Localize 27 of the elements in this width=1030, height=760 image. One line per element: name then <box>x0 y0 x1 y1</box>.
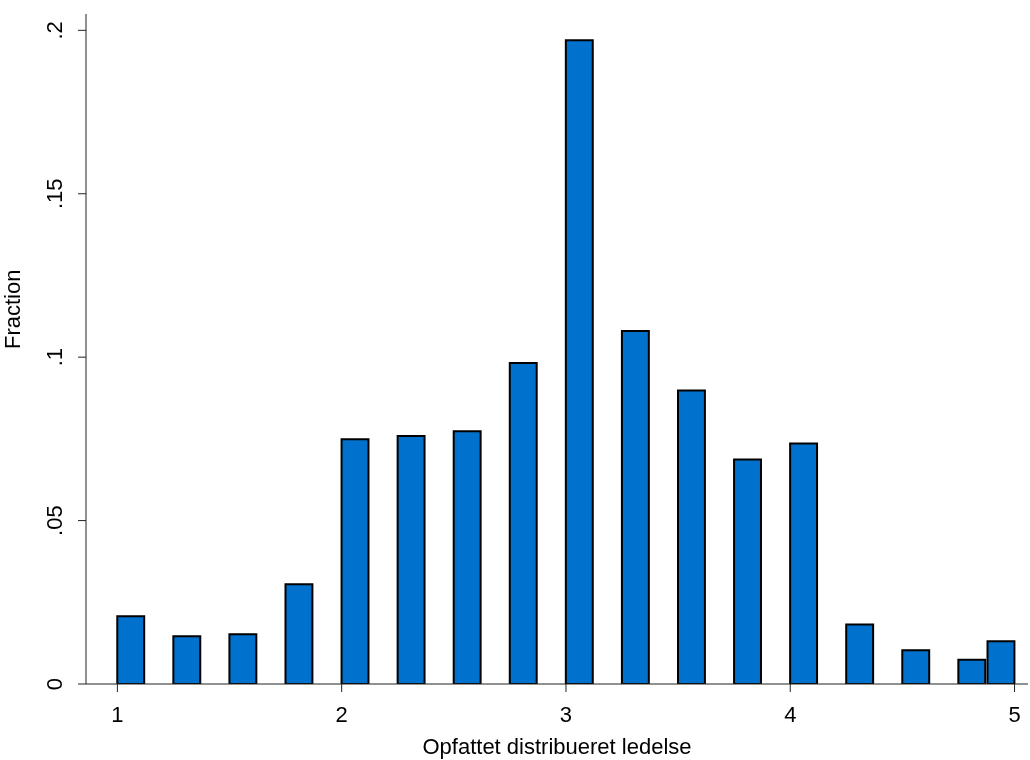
x-axis-title: Opfattet distribueret ledelse <box>422 734 692 759</box>
bar <box>116 615 146 684</box>
y-axis-title: Fraction <box>0 269 25 349</box>
bar <box>452 430 482 684</box>
y-tick-label: .1 <box>42 347 67 367</box>
bar <box>396 434 426 684</box>
y-tick-label: 0 <box>42 677 67 691</box>
bar <box>620 330 650 684</box>
x-tick-label: 1 <box>111 701 124 727</box>
x-tick-label: 2 <box>335 701 348 727</box>
bar <box>508 362 538 684</box>
x-tick-label: 4 <box>784 701 797 727</box>
bar <box>228 633 258 684</box>
bar <box>789 442 819 684</box>
x-tick-label: 3 <box>559 701 573 727</box>
bar <box>676 389 706 684</box>
bar <box>172 635 202 684</box>
y-tick-label: .15 <box>42 178 67 210</box>
bar <box>340 438 370 684</box>
bar <box>733 458 762 684</box>
bar <box>845 623 875 684</box>
y-tick-label: .2 <box>42 21 67 40</box>
bar <box>901 649 931 684</box>
y-tick-label: .05 <box>42 505 67 536</box>
bar <box>564 39 594 684</box>
x-tick-label: 5 <box>1008 701 1021 727</box>
bar <box>284 583 314 684</box>
